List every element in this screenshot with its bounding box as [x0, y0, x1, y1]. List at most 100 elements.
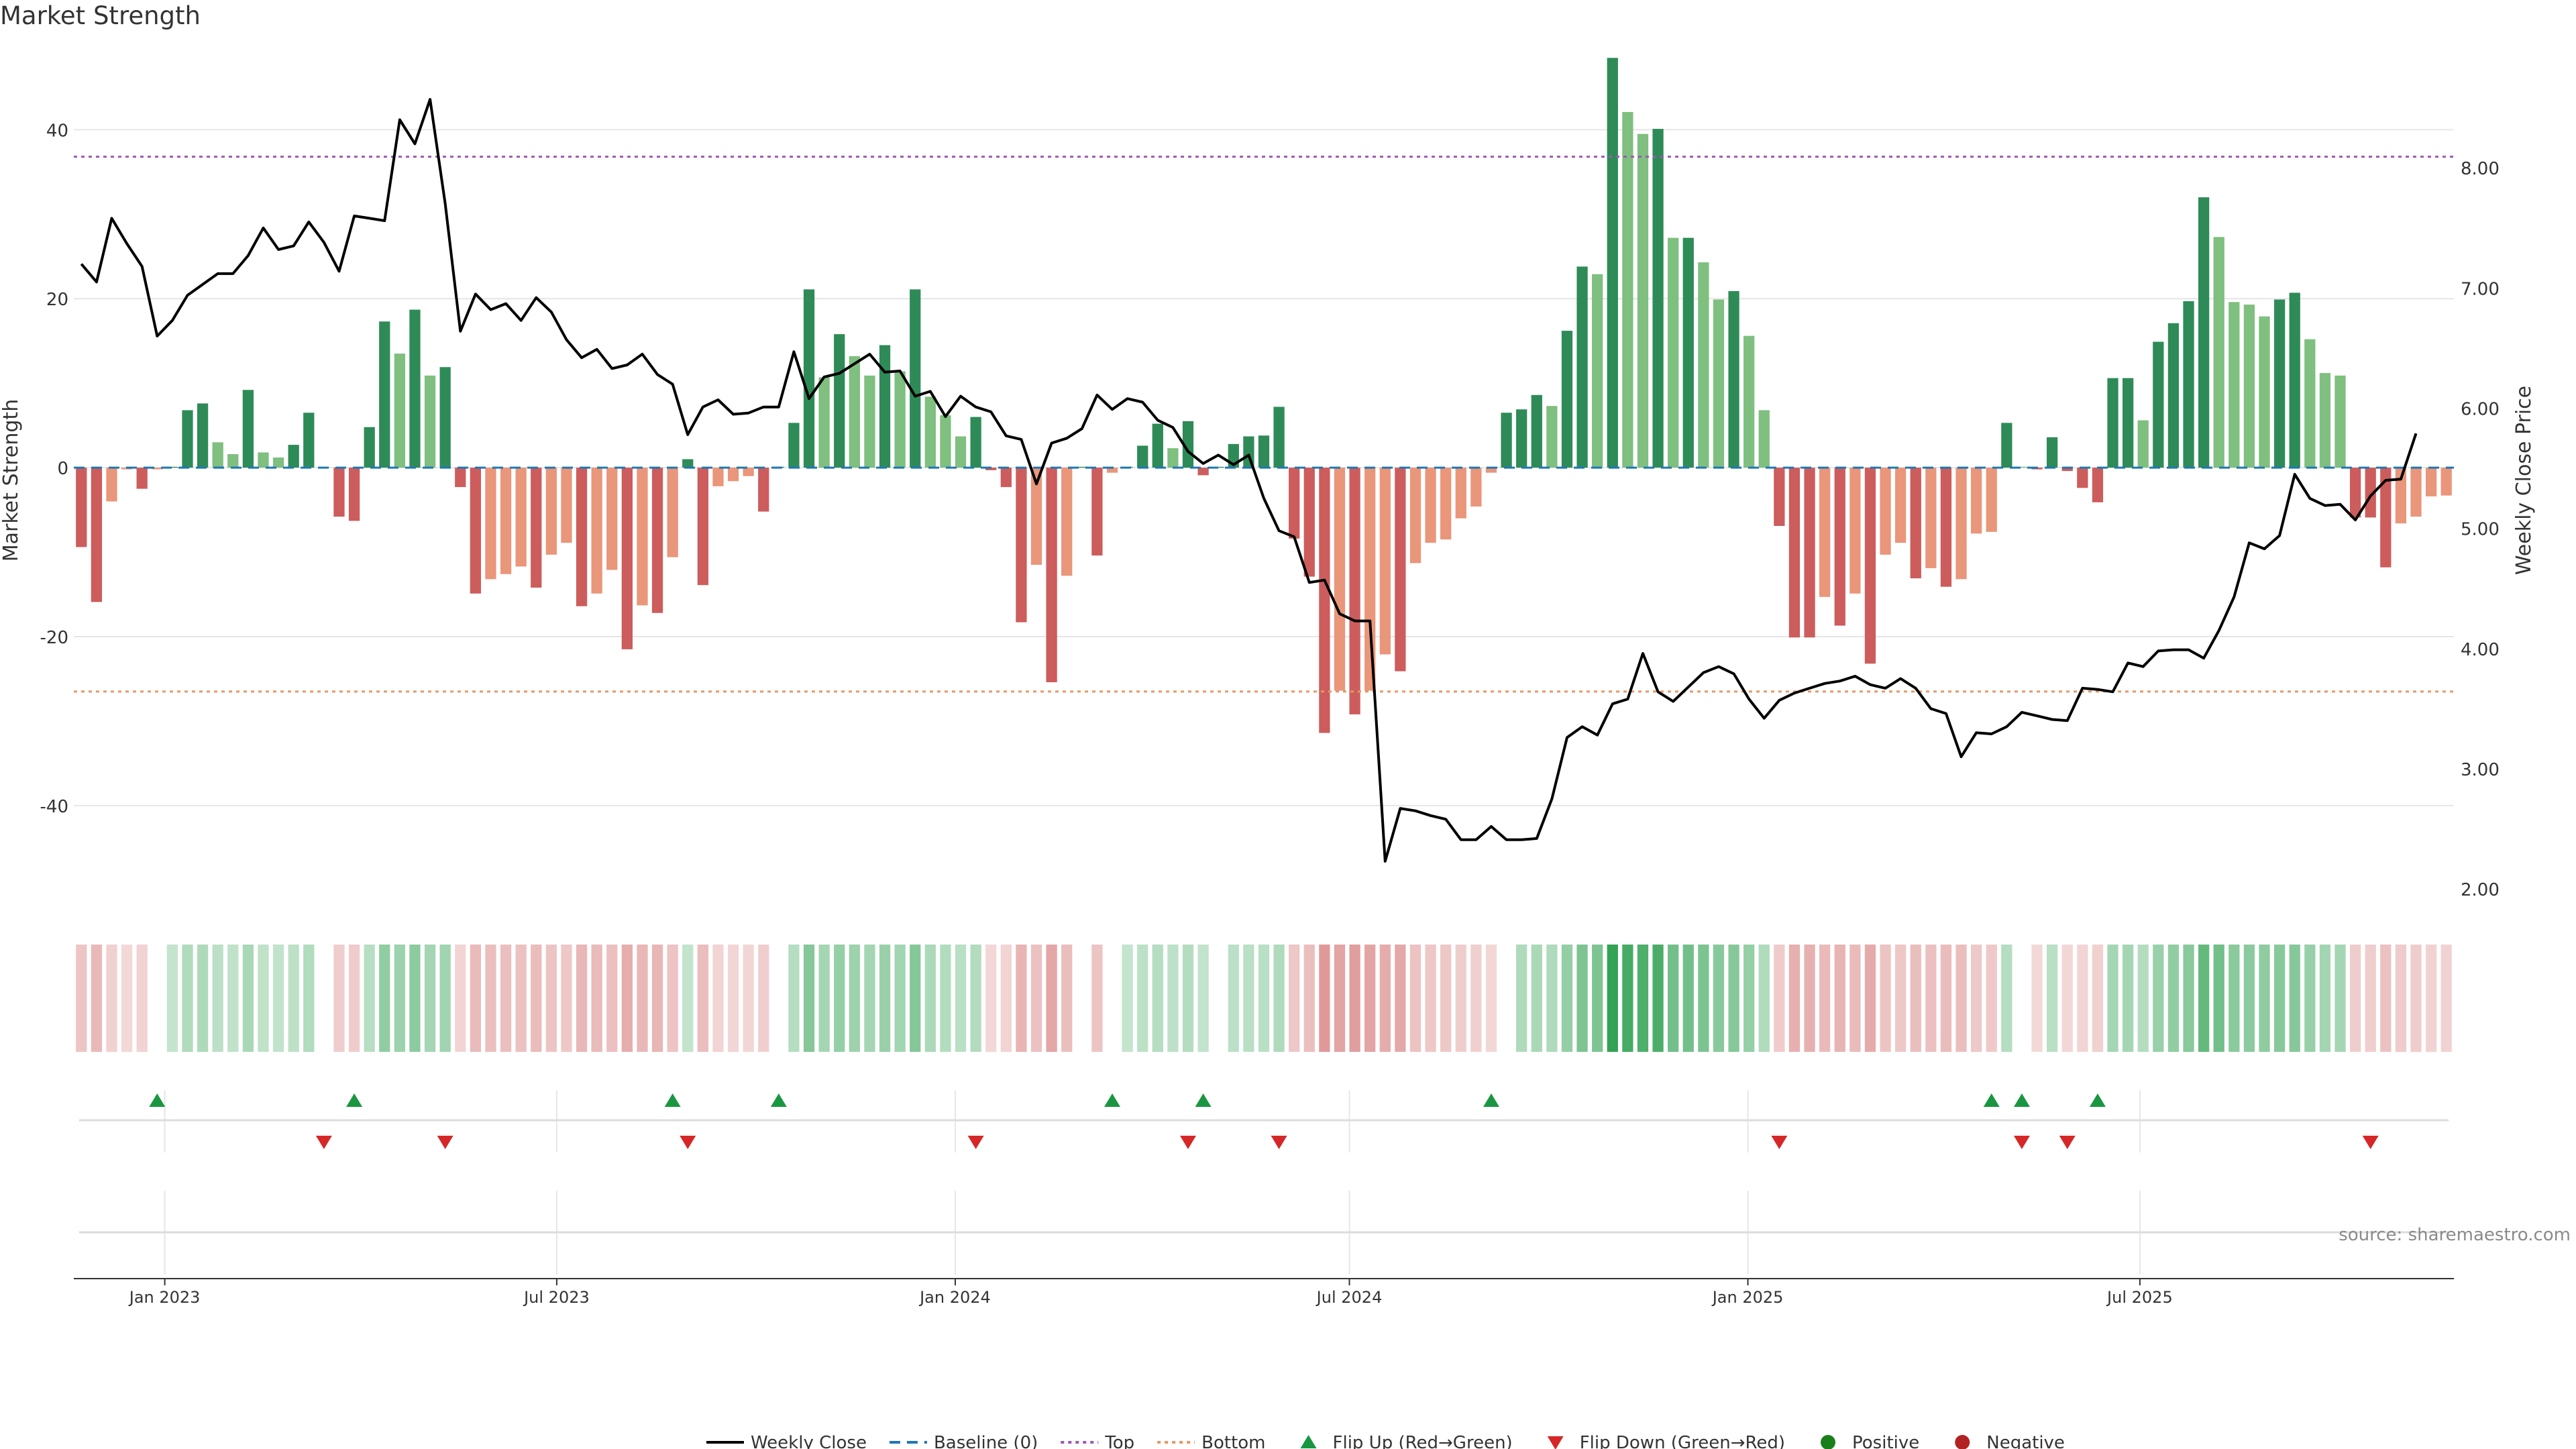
regime-cell	[2349, 945, 2361, 1052]
regime-cell	[348, 945, 360, 1052]
strength-bar	[1076, 466, 1087, 468]
right-y-ticks: 8.00 7.00 6.00 5.00 4.00 3.00 2.00	[2461, 159, 2500, 900]
strength-bar	[1395, 468, 1406, 672]
regime-cell	[1425, 945, 1436, 1052]
strength-bar	[379, 321, 390, 468]
strength-bar	[2167, 323, 2180, 468]
regime-cell	[455, 945, 466, 1052]
regime-cell	[803, 945, 815, 1052]
strength-bar	[1409, 468, 1421, 564]
strength-bar	[2410, 468, 2422, 517]
regime-cell	[758, 945, 769, 1052]
regime-cell	[985, 945, 997, 1052]
legend-label: Bottom	[1201, 1433, 1265, 1449]
regime-cell	[1122, 945, 1133, 1052]
flip-down-marker	[315, 1136, 332, 1149]
regime-cell	[1895, 945, 1907, 1052]
strength-bar	[910, 289, 921, 468]
regime-cell	[182, 945, 193, 1052]
regime-cell	[1758, 945, 1770, 1052]
right-tick-label: 8.00	[2461, 159, 2500, 179]
strength-bar	[1000, 468, 1012, 488]
flip-up-marker	[346, 1093, 363, 1107]
strength-bar	[1637, 133, 1649, 468]
strength-bar	[818, 377, 830, 468]
regime-cell	[272, 945, 284, 1052]
flip-up-marker	[149, 1093, 166, 1107]
legend-swatch	[1547, 1436, 1564, 1449]
regime-cell	[2061, 945, 2073, 1052]
strength-bar	[1197, 468, 1209, 476]
regime-cell	[2395, 945, 2407, 1052]
right-tick-label: 2.00	[2461, 880, 2500, 900]
strength-bar	[1516, 409, 1527, 468]
flip-down-marker	[437, 1136, 453, 1149]
regime-cell	[1364, 945, 1376, 1052]
regime-cell	[379, 945, 390, 1052]
right-tick-label: 5.00	[2461, 520, 2500, 540]
strength-bar	[1834, 468, 1845, 626]
regime-cell	[2259, 945, 2270, 1052]
strength-bar	[1061, 468, 1073, 576]
strength-bar	[1698, 262, 1709, 468]
legend-label: Weekly Close	[751, 1433, 867, 1449]
strength-bar	[2319, 373, 2331, 468]
flip-down-marker	[2059, 1136, 2076, 1149]
strength-bar	[1728, 290, 1739, 468]
regime-cell	[1516, 945, 1527, 1052]
strength-bar	[2046, 437, 2058, 468]
strength-bar	[1137, 445, 1148, 468]
strength-bar	[621, 468, 633, 649]
regime-cell	[2092, 945, 2104, 1052]
flip-down-marker	[1180, 1136, 1197, 1149]
regime-cell	[242, 945, 254, 1052]
strength-bar	[2092, 468, 2104, 502]
strength-bar	[758, 468, 769, 512]
regime-cell	[2031, 945, 2043, 1052]
strength-bar	[727, 468, 739, 482]
strength-bar	[424, 375, 436, 468]
regime-cell	[2183, 945, 2194, 1052]
regime-cell	[136, 945, 148, 1052]
strength-bar	[1182, 421, 1194, 468]
strength-bar	[743, 468, 754, 476]
strength-bar	[970, 417, 981, 468]
regime-cell	[1046, 945, 1057, 1052]
x-tick-label: Jan 2023	[128, 1288, 201, 1307]
flip-markers	[79, 1090, 2449, 1152]
strength-bar	[212, 442, 223, 468]
flip-down-marker	[680, 1136, 696, 1149]
strength-bar	[2243, 305, 2255, 468]
x-axis: Jan 2023 Jul 2023 Jan 2024 Jul 2024 Jan 2025…	[74, 1278, 2454, 1307]
regime-cell	[1880, 945, 1891, 1052]
strength-bar	[333, 468, 345, 517]
right-axis-label: Weekly Close Price	[2512, 386, 2536, 575]
flip-up-marker	[1483, 1093, 1499, 1107]
regime-cell	[697, 945, 708, 1052]
x-tick-label: Jan 2024	[918, 1288, 991, 1307]
strength-bar	[803, 289, 815, 468]
strength-bar	[470, 468, 482, 594]
regime-cell	[545, 945, 557, 1052]
regime-cell	[1379, 945, 1391, 1052]
flip-down-marker	[1771, 1136, 1788, 1149]
strength-bar	[1303, 468, 1315, 577]
strength-bar	[788, 423, 800, 468]
regime-cell	[1637, 945, 1649, 1052]
strength-bar	[303, 413, 315, 468]
regime-cell	[288, 945, 299, 1052]
regime-cell	[1243, 945, 1254, 1052]
regime-cell	[394, 945, 406, 1052]
strength-bar	[2395, 468, 2407, 524]
strength-bar	[2198, 197, 2210, 468]
sign-panel	[79, 1191, 2449, 1275]
strength-bar	[1091, 468, 1103, 556]
regime-cell	[1971, 945, 1982, 1052]
regime-cell	[1607, 945, 1618, 1052]
regime-cell	[333, 945, 345, 1052]
regime-cell	[2122, 945, 2134, 1052]
flip-up-marker	[770, 1093, 787, 1107]
strength-bar	[2365, 468, 2376, 518]
strength-bar	[1788, 468, 1801, 638]
regime-cell	[864, 945, 875, 1052]
